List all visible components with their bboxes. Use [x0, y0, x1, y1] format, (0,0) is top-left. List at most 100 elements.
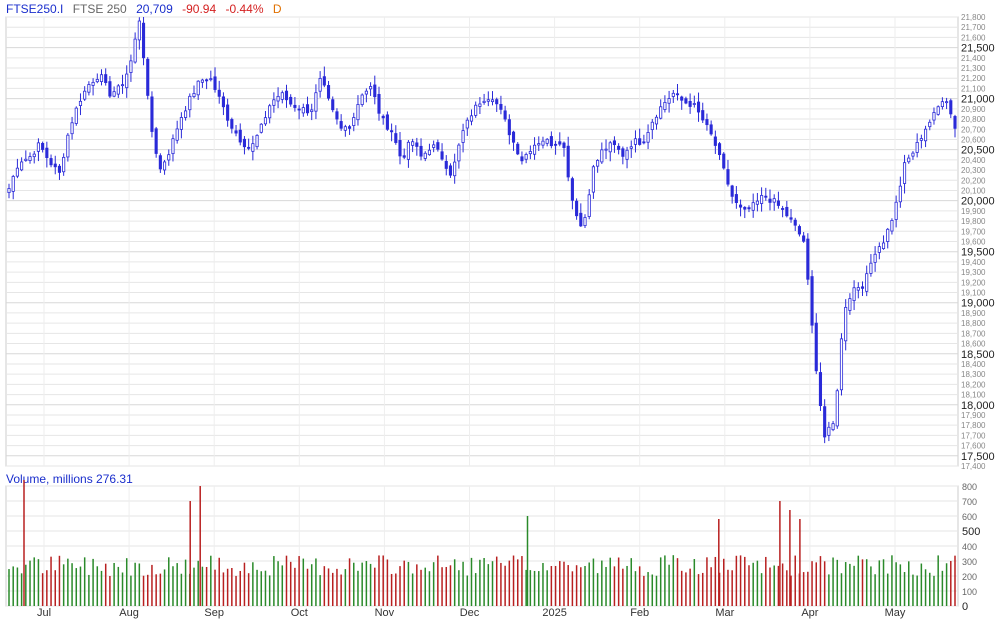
- candle-body: [705, 119, 709, 126]
- y-tick-label-minor: 19,900: [961, 207, 986, 216]
- candle-body: [385, 114, 389, 130]
- volume-bar: [298, 556, 300, 606]
- candle-body: [62, 156, 66, 173]
- x-tick-label: Dec: [460, 607, 480, 619]
- volume-bar: [937, 555, 939, 606]
- volume-bar: [647, 572, 649, 606]
- volume-bar: [58, 555, 61, 606]
- volume-bar-spike: [189, 501, 191, 606]
- volume-bar: [109, 575, 111, 606]
- volume-bar: [580, 567, 582, 606]
- volume-bar-spike: [526, 516, 529, 606]
- candle-body: [369, 86, 373, 90]
- volume-bar: [516, 559, 519, 606]
- volume-bar: [714, 556, 717, 606]
- candle-body: [373, 84, 377, 98]
- candle-body: [802, 235, 806, 242]
- volume-bar: [256, 569, 258, 606]
- volume-bar: [563, 561, 565, 606]
- y-tick-label: 20,000: [961, 196, 995, 208]
- candle-body: [949, 100, 953, 115]
- y-tick-label: 21,000: [961, 94, 995, 106]
- volume-bar: [655, 575, 658, 606]
- candle-body: [427, 149, 432, 156]
- candle-body: [423, 152, 427, 159]
- volume-bar: [844, 562, 847, 606]
- volume-bar: [668, 564, 670, 606]
- candle-body: [289, 96, 293, 105]
- volume-bar: [575, 565, 578, 606]
- candle-body: [179, 117, 183, 130]
- volume-bar: [521, 556, 523, 606]
- volume-bar: [479, 559, 481, 606]
- volume-bar: [529, 570, 532, 606]
- candle-body: [141, 22, 146, 59]
- volume-bar: [865, 559, 868, 606]
- volume-bar: [811, 561, 813, 606]
- frequency-selector[interactable]: D: [272, 2, 282, 16]
- y-tick-label-minor: 18,200: [961, 380, 986, 389]
- volume-bar: [260, 571, 263, 606]
- volume-bar: [546, 570, 548, 606]
- symbol[interactable]: FTSE250.I: [6, 2, 64, 16]
- volume-bar: [176, 563, 178, 606]
- volume-tick-label: 400: [962, 542, 977, 552]
- volume-bar: [218, 557, 220, 606]
- volume-tick-label: 500: [962, 526, 980, 538]
- volume-bar: [37, 559, 40, 606]
- candle-body: [247, 146, 251, 149]
- candle-body: [554, 143, 558, 146]
- volume-bar: [416, 564, 418, 606]
- y-tick-label-minor: 21,300: [961, 64, 986, 73]
- candle-body: [659, 106, 663, 119]
- volume-bar: [20, 573, 23, 606]
- candle-body: [642, 141, 646, 144]
- volume-bar: [504, 565, 506, 606]
- volume-bar: [83, 557, 86, 606]
- volume-bar: [710, 567, 712, 606]
- candle-body: [524, 154, 528, 160]
- candle-body: [419, 145, 423, 157]
- volume-bar: [445, 566, 448, 606]
- volume-bar: [302, 558, 305, 606]
- candle-body: [238, 129, 242, 143]
- y-tick-label-minor: 20,600: [961, 135, 986, 144]
- volume-bar: [378, 555, 380, 606]
- candle-body: [587, 194, 591, 217]
- candle-body: [74, 107, 78, 124]
- candle-body: [163, 161, 167, 171]
- candle-body: [507, 119, 511, 136]
- candle-body: [167, 154, 171, 161]
- volume-bar: [138, 563, 141, 606]
- candle-body: [717, 143, 722, 156]
- candle-body: [15, 167, 19, 177]
- y-tick-label-minor: 17,900: [961, 411, 986, 420]
- candle-body: [78, 100, 83, 106]
- volume-tick-label: 100: [962, 587, 977, 597]
- candle-body: [751, 202, 755, 211]
- volume-bar: [25, 564, 27, 606]
- volume-bar: [550, 566, 553, 606]
- volume-bar: [819, 556, 822, 606]
- candle-body: [381, 115, 385, 119]
- candle-body: [932, 112, 936, 121]
- volume-label: Volume, millions: [6, 472, 93, 486]
- candle-body: [793, 219, 797, 226]
- volume-bar: [815, 562, 818, 606]
- candle-body: [873, 253, 877, 263]
- volume-bar: [786, 570, 788, 606]
- volume-header: Volume, millions 276.31: [6, 472, 133, 486]
- candle-body: [175, 128, 179, 141]
- candle-body: [839, 338, 844, 391]
- volume-bar: [466, 575, 469, 606]
- candle-body: [150, 96, 154, 132]
- volume-bar: [331, 572, 334, 606]
- candle-body: [390, 130, 394, 133]
- volume-bar: [769, 567, 771, 606]
- candle-body: [776, 200, 780, 206]
- candle-body: [137, 20, 141, 41]
- volume-bar: [533, 570, 536, 606]
- candle-body: [604, 148, 608, 151]
- volume-bar: [54, 570, 56, 606]
